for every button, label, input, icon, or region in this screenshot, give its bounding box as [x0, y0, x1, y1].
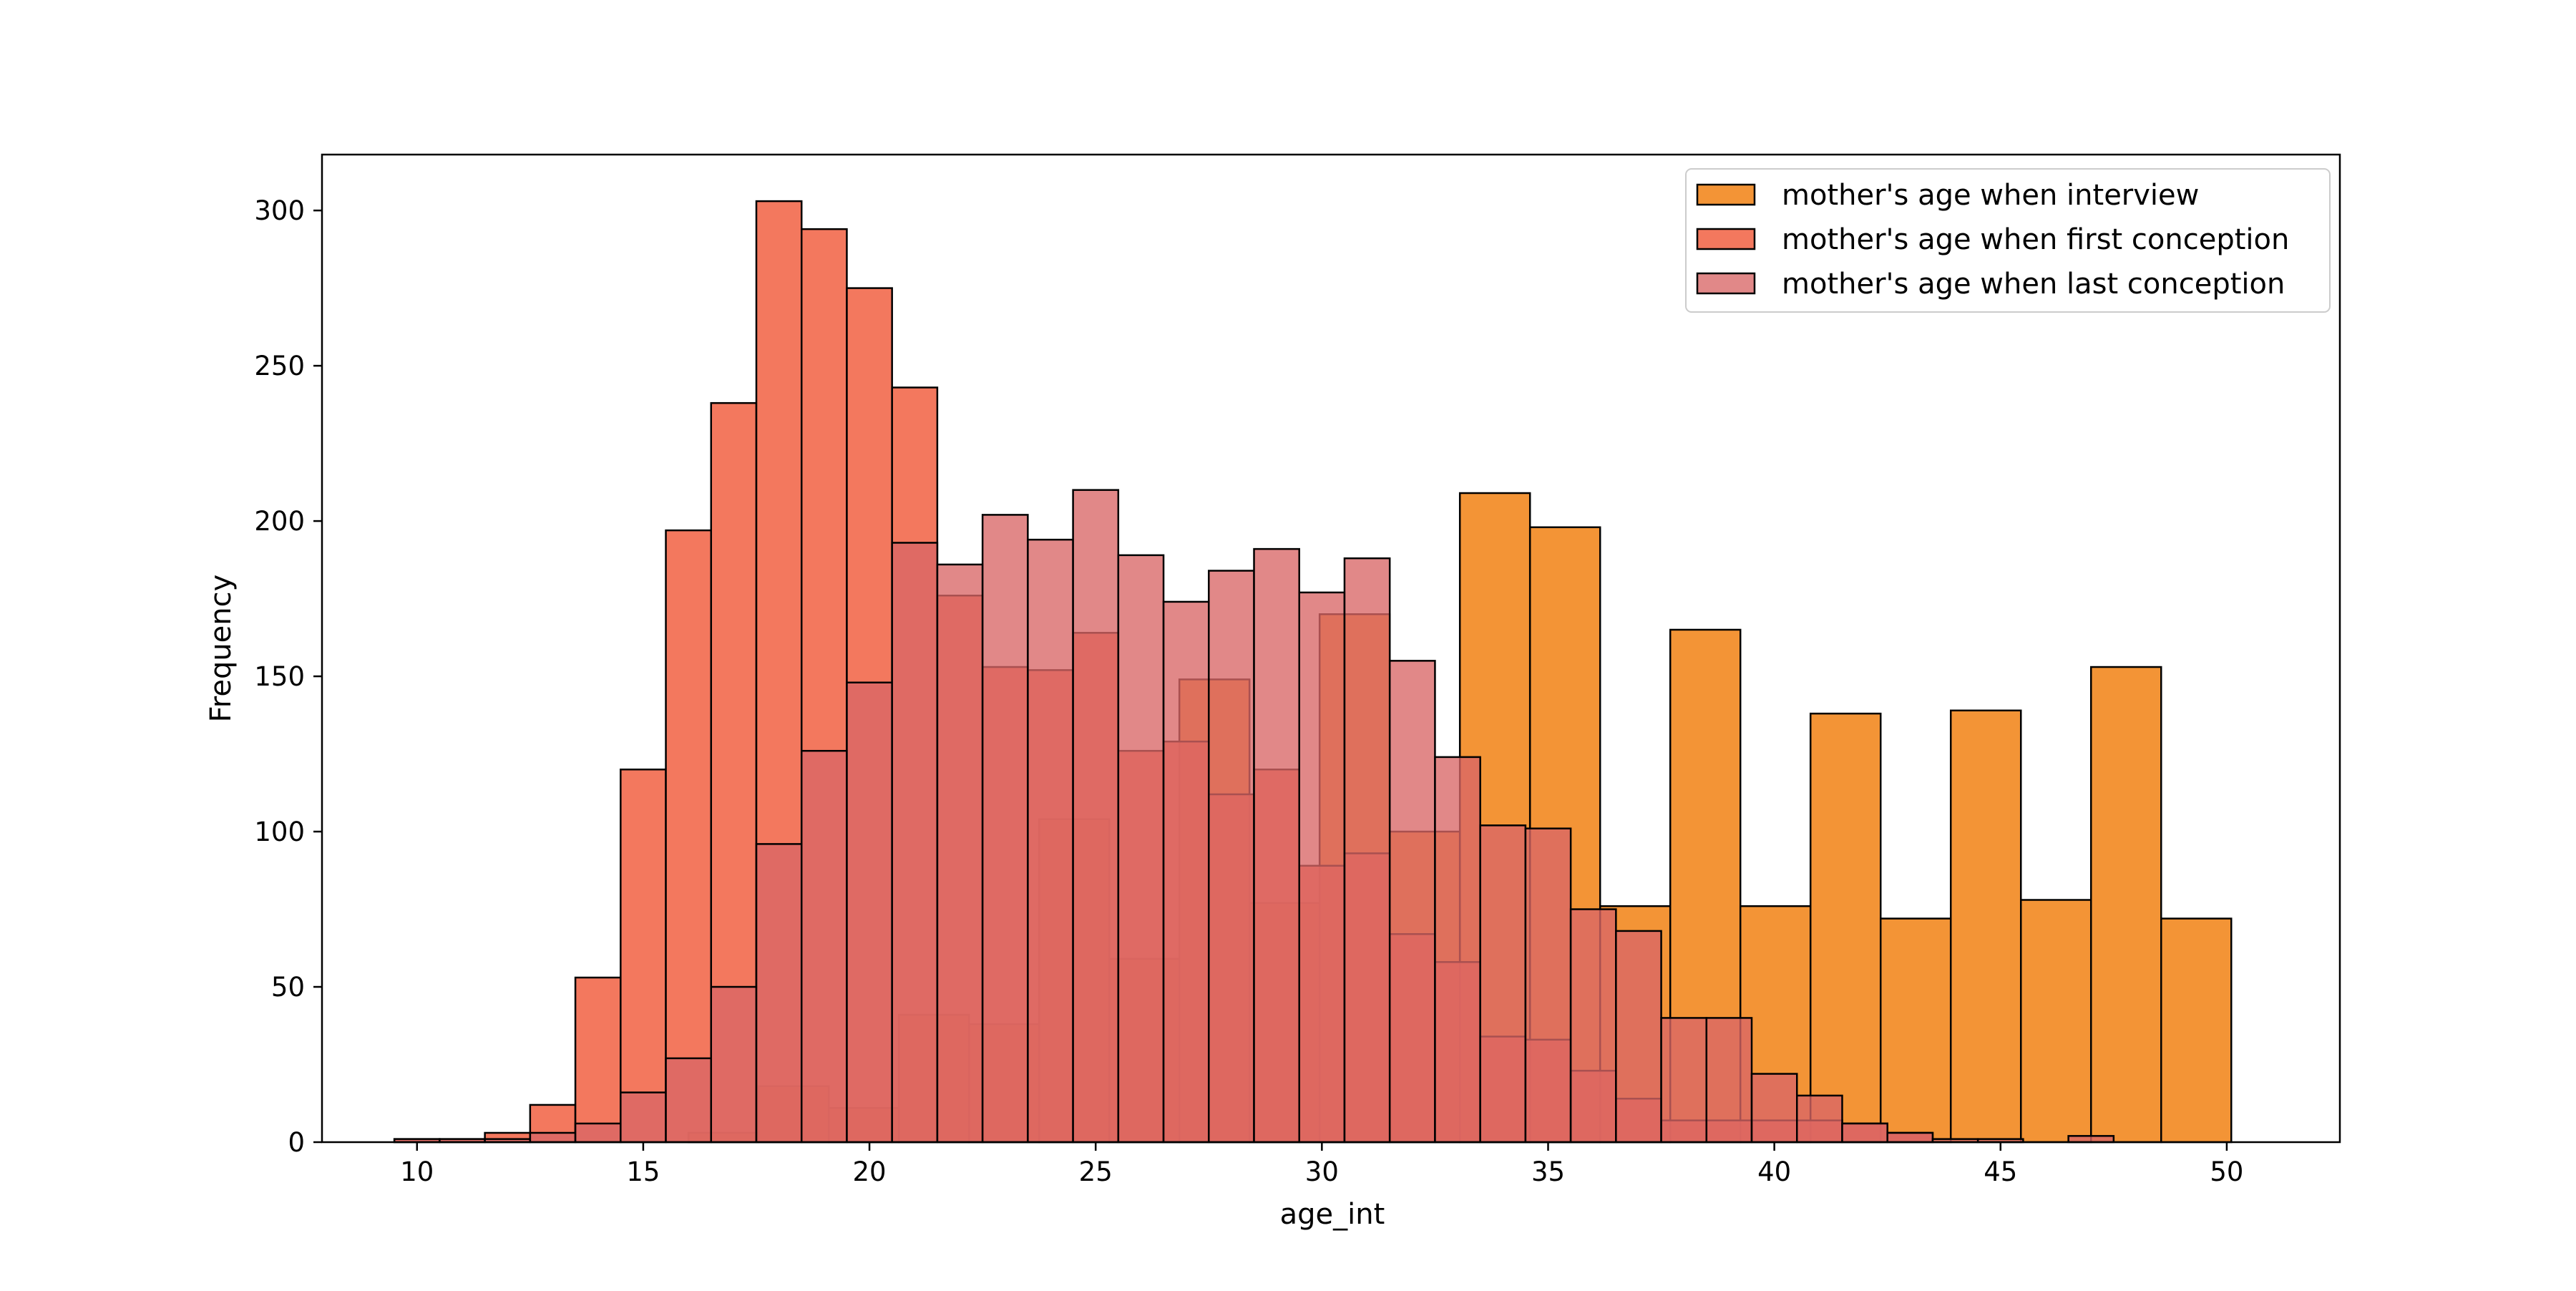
histogram-bar	[1524, 827, 1572, 1144]
plot-frame	[321, 153, 2341, 1144]
y-tick-label: 300	[254, 195, 305, 226]
histogram-bar	[620, 768, 667, 1144]
histogram-bar	[1479, 824, 1527, 1144]
histogram-bar	[800, 749, 848, 1144]
x-axis: 10 15 20 25 30 35 40 45 50	[400, 1142, 2243, 1187]
histogram-bar	[1162, 600, 1210, 1144]
y-tick-label: 150	[254, 661, 305, 692]
histogram-bar	[1253, 547, 1300, 1144]
legend-item: mother's age when interview	[1696, 179, 2199, 212]
legend-label: mother's age when last conception	[1782, 268, 2285, 301]
histogram-bar	[1298, 591, 1346, 1144]
series-3-bars	[393, 489, 2115, 1144]
y-tick-label: 100	[254, 817, 305, 847]
x-tick-label: 10	[400, 1156, 434, 1187]
histogram-bar	[936, 563, 984, 1144]
histogram-bar	[1949, 709, 2022, 1144]
x-tick-label: 20	[853, 1156, 887, 1187]
y-tick-label: 0	[288, 1127, 305, 1158]
x-tick-label: 40	[1757, 1156, 1791, 1187]
histogram-bar	[710, 985, 758, 1144]
x-tick-label: 50	[2210, 1156, 2243, 1187]
histogram-bar	[891, 542, 939, 1144]
legend: mother's age when interview mother's age …	[1685, 168, 2331, 313]
legend-swatch	[1696, 228, 1756, 250]
y-tick-label: 50	[271, 972, 305, 1003]
histogram-bar	[1660, 1017, 1708, 1144]
legend-label: mother's age when first conception	[1782, 223, 2289, 256]
legend-swatch	[1696, 272, 1756, 295]
histogram-bar	[981, 514, 1029, 1144]
histogram-bar	[1705, 1017, 1753, 1144]
histogram-bar	[574, 976, 622, 1144]
y-tick-label: 250	[254, 351, 305, 381]
bars-layer	[393, 200, 2233, 1144]
legend-items: mother's age when interview mother's age …	[1696, 179, 2289, 301]
histogram-bar	[2089, 666, 2162, 1144]
histogram-bar	[1750, 1073, 1798, 1144]
x-tick-label: 25	[1079, 1156, 1113, 1187]
histogram-bar	[1879, 917, 1952, 1144]
histogram-bar	[846, 681, 893, 1144]
histogram-bar	[665, 529, 713, 1144]
histogram-bar	[1343, 557, 1391, 1144]
histogram-bar	[1388, 660, 1436, 1144]
histogram-bar	[755, 843, 803, 1144]
histogram-bar	[2160, 917, 2233, 1144]
histogram-bar	[620, 1091, 667, 1144]
histogram-bar	[1208, 570, 1255, 1144]
legend-label: mother's age when interview	[1782, 179, 2199, 212]
x-tick-label: 15	[626, 1156, 660, 1187]
x-tick-label: 35	[1531, 1156, 1565, 1187]
y-axis: 0 50 100 150 200 250 300	[254, 195, 322, 1158]
histogram-bar	[665, 1057, 713, 1144]
legend-swatch	[1696, 183, 1756, 206]
y-axis-label: Frequency	[205, 575, 238, 723]
histogram-bar	[1434, 756, 1481, 1144]
histogram-bar	[1841, 1122, 1888, 1144]
histogram-bar	[1886, 1131, 1934, 1144]
legend-box	[1685, 168, 2331, 313]
y-tick-label: 200	[254, 506, 305, 537]
histogram-bar	[2019, 899, 2092, 1144]
legend-item: mother's age when first conception	[1696, 223, 2289, 256]
legend-item: mother's age when last conception	[1696, 268, 2285, 301]
histogram-bar	[1569, 908, 1617, 1144]
histogram-bar	[1027, 538, 1074, 1144]
histogram-bar	[1072, 489, 1120, 1144]
histogram-bar	[2067, 1135, 2115, 1144]
histogram-bar	[529, 1131, 577, 1144]
x-tick-label: 30	[1305, 1156, 1339, 1187]
histogram-bar	[1117, 554, 1165, 1144]
x-axis-label: age_int	[1280, 1198, 1385, 1231]
histogram-bar	[1809, 712, 1882, 1144]
histogram-bar	[1796, 1094, 1843, 1144]
x-tick-label: 45	[1984, 1156, 2017, 1187]
histogram-bar	[574, 1122, 622, 1144]
histogram-bar	[1615, 930, 1662, 1144]
